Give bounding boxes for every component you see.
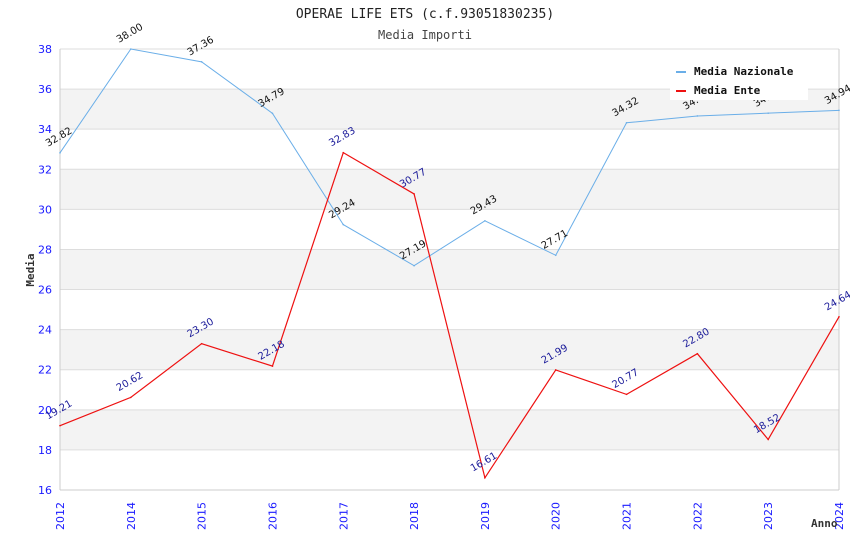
grid-band — [60, 169, 839, 210]
legend-label-media-nazionale: Media Nazionale — [694, 65, 794, 78]
data-label-media-nazionale: 37.36 — [186, 35, 216, 59]
y-tick-label: 26 — [38, 284, 52, 297]
y-tick-label: 32 — [38, 163, 52, 176]
data-label-media-ente: 16.61 — [469, 451, 499, 475]
x-tick-label: 2020 — [550, 502, 563, 530]
data-point-media-nazionale — [59, 152, 61, 154]
y-axis-ticks: 16 18 20 22 24 26 28 30 32 34 36 38 — [38, 43, 52, 497]
x-tick-label: 2021 — [621, 502, 634, 530]
y-tick-label: 20 — [38, 404, 52, 417]
data-point-media-ente — [342, 151, 345, 154]
x-tick-label: 2019 — [479, 502, 492, 530]
data-point-media-ente — [696, 352, 699, 355]
series-line-media-ente — [59, 151, 840, 480]
grid-band — [60, 409, 839, 450]
y-tick-label: 38 — [38, 43, 52, 56]
data-point-media-nazionale — [413, 264, 415, 267]
data-point-media-ente — [413, 193, 415, 195]
x-tick-label: 2014 — [125, 502, 138, 530]
x-tick-label: 2023 — [762, 502, 775, 530]
y-tick-label: 36 — [38, 83, 52, 96]
data-point-media-nazionale — [767, 112, 769, 114]
data-point-media-ente — [767, 438, 769, 441]
data-label-media-nazionale: 38.00 — [115, 22, 145, 46]
data-point-media-ente — [200, 342, 203, 345]
x-tick-label: 2012 — [54, 502, 67, 530]
data-point-media-nazionale — [838, 109, 840, 112]
y-axis-label: Media — [24, 253, 37, 286]
y-tick-label: 16 — [38, 484, 52, 497]
legend-label-media-ente: Media Ente — [694, 84, 761, 97]
data-point-media-nazionale — [271, 112, 274, 115]
x-tick-label: 2015 — [196, 502, 209, 530]
data-point-media-nazionale — [625, 121, 628, 124]
data-point-media-ente — [554, 369, 557, 371]
x-axis-ticks: 2012 2014 2015 2016 2017 2018 2019 2020 2021 2022… — [54, 502, 846, 530]
data-point-media-ente — [59, 424, 61, 427]
data-point-media-ente — [838, 316, 840, 318]
data-point-media-ente — [484, 476, 486, 479]
data-point-media-nazionale — [130, 48, 132, 50]
y-tick-label: 34 — [38, 123, 52, 136]
legend: Media Nazionale Media Ente — [670, 60, 808, 100]
data-point-media-nazionale — [554, 254, 557, 257]
y-tick-label: 28 — [38, 243, 52, 256]
data-label-media-ente: 20.77 — [611, 367, 641, 391]
gridlines — [60, 48, 839, 491]
x-tick-label: 2017 — [337, 502, 350, 530]
axes — [59, 49, 840, 491]
data-label-media-ente: 24.64 — [823, 290, 850, 314]
x-tick-label: 2018 — [408, 502, 421, 530]
y-tick-label: 22 — [38, 364, 52, 377]
data-point-media-nazionale — [484, 219, 486, 222]
chart-subtitle: Media Importi — [378, 28, 472, 42]
y-tick-label: 30 — [38, 203, 52, 216]
x-axis-label: Anno — [811, 517, 838, 530]
series-lines — [59, 48, 840, 480]
data-point-media-ente — [130, 396, 132, 399]
data-point-media-nazionale — [342, 223, 345, 226]
y-tick-label: 24 — [38, 324, 52, 337]
x-tick-label: 2016 — [266, 502, 279, 530]
data-point-media-ente — [625, 393, 628, 396]
legend-background — [670, 60, 808, 100]
data-point-media-ente — [271, 365, 274, 367]
series-line-media-nazionale — [59, 48, 840, 267]
x-tick-label: 2024 — [833, 502, 846, 530]
y-tick-label: 18 — [38, 444, 52, 457]
x-tick-label: 2022 — [691, 502, 704, 530]
grid-bands — [60, 89, 839, 450]
data-point-media-nazionale — [696, 115, 699, 117]
grid-band — [60, 249, 839, 290]
chart-title: OPERAE LIFE ETS (c.f.93051830235) — [296, 7, 554, 22]
data-label-media-nazionale: 27.71 — [540, 228, 570, 252]
data-point-media-nazionale — [200, 61, 203, 63]
